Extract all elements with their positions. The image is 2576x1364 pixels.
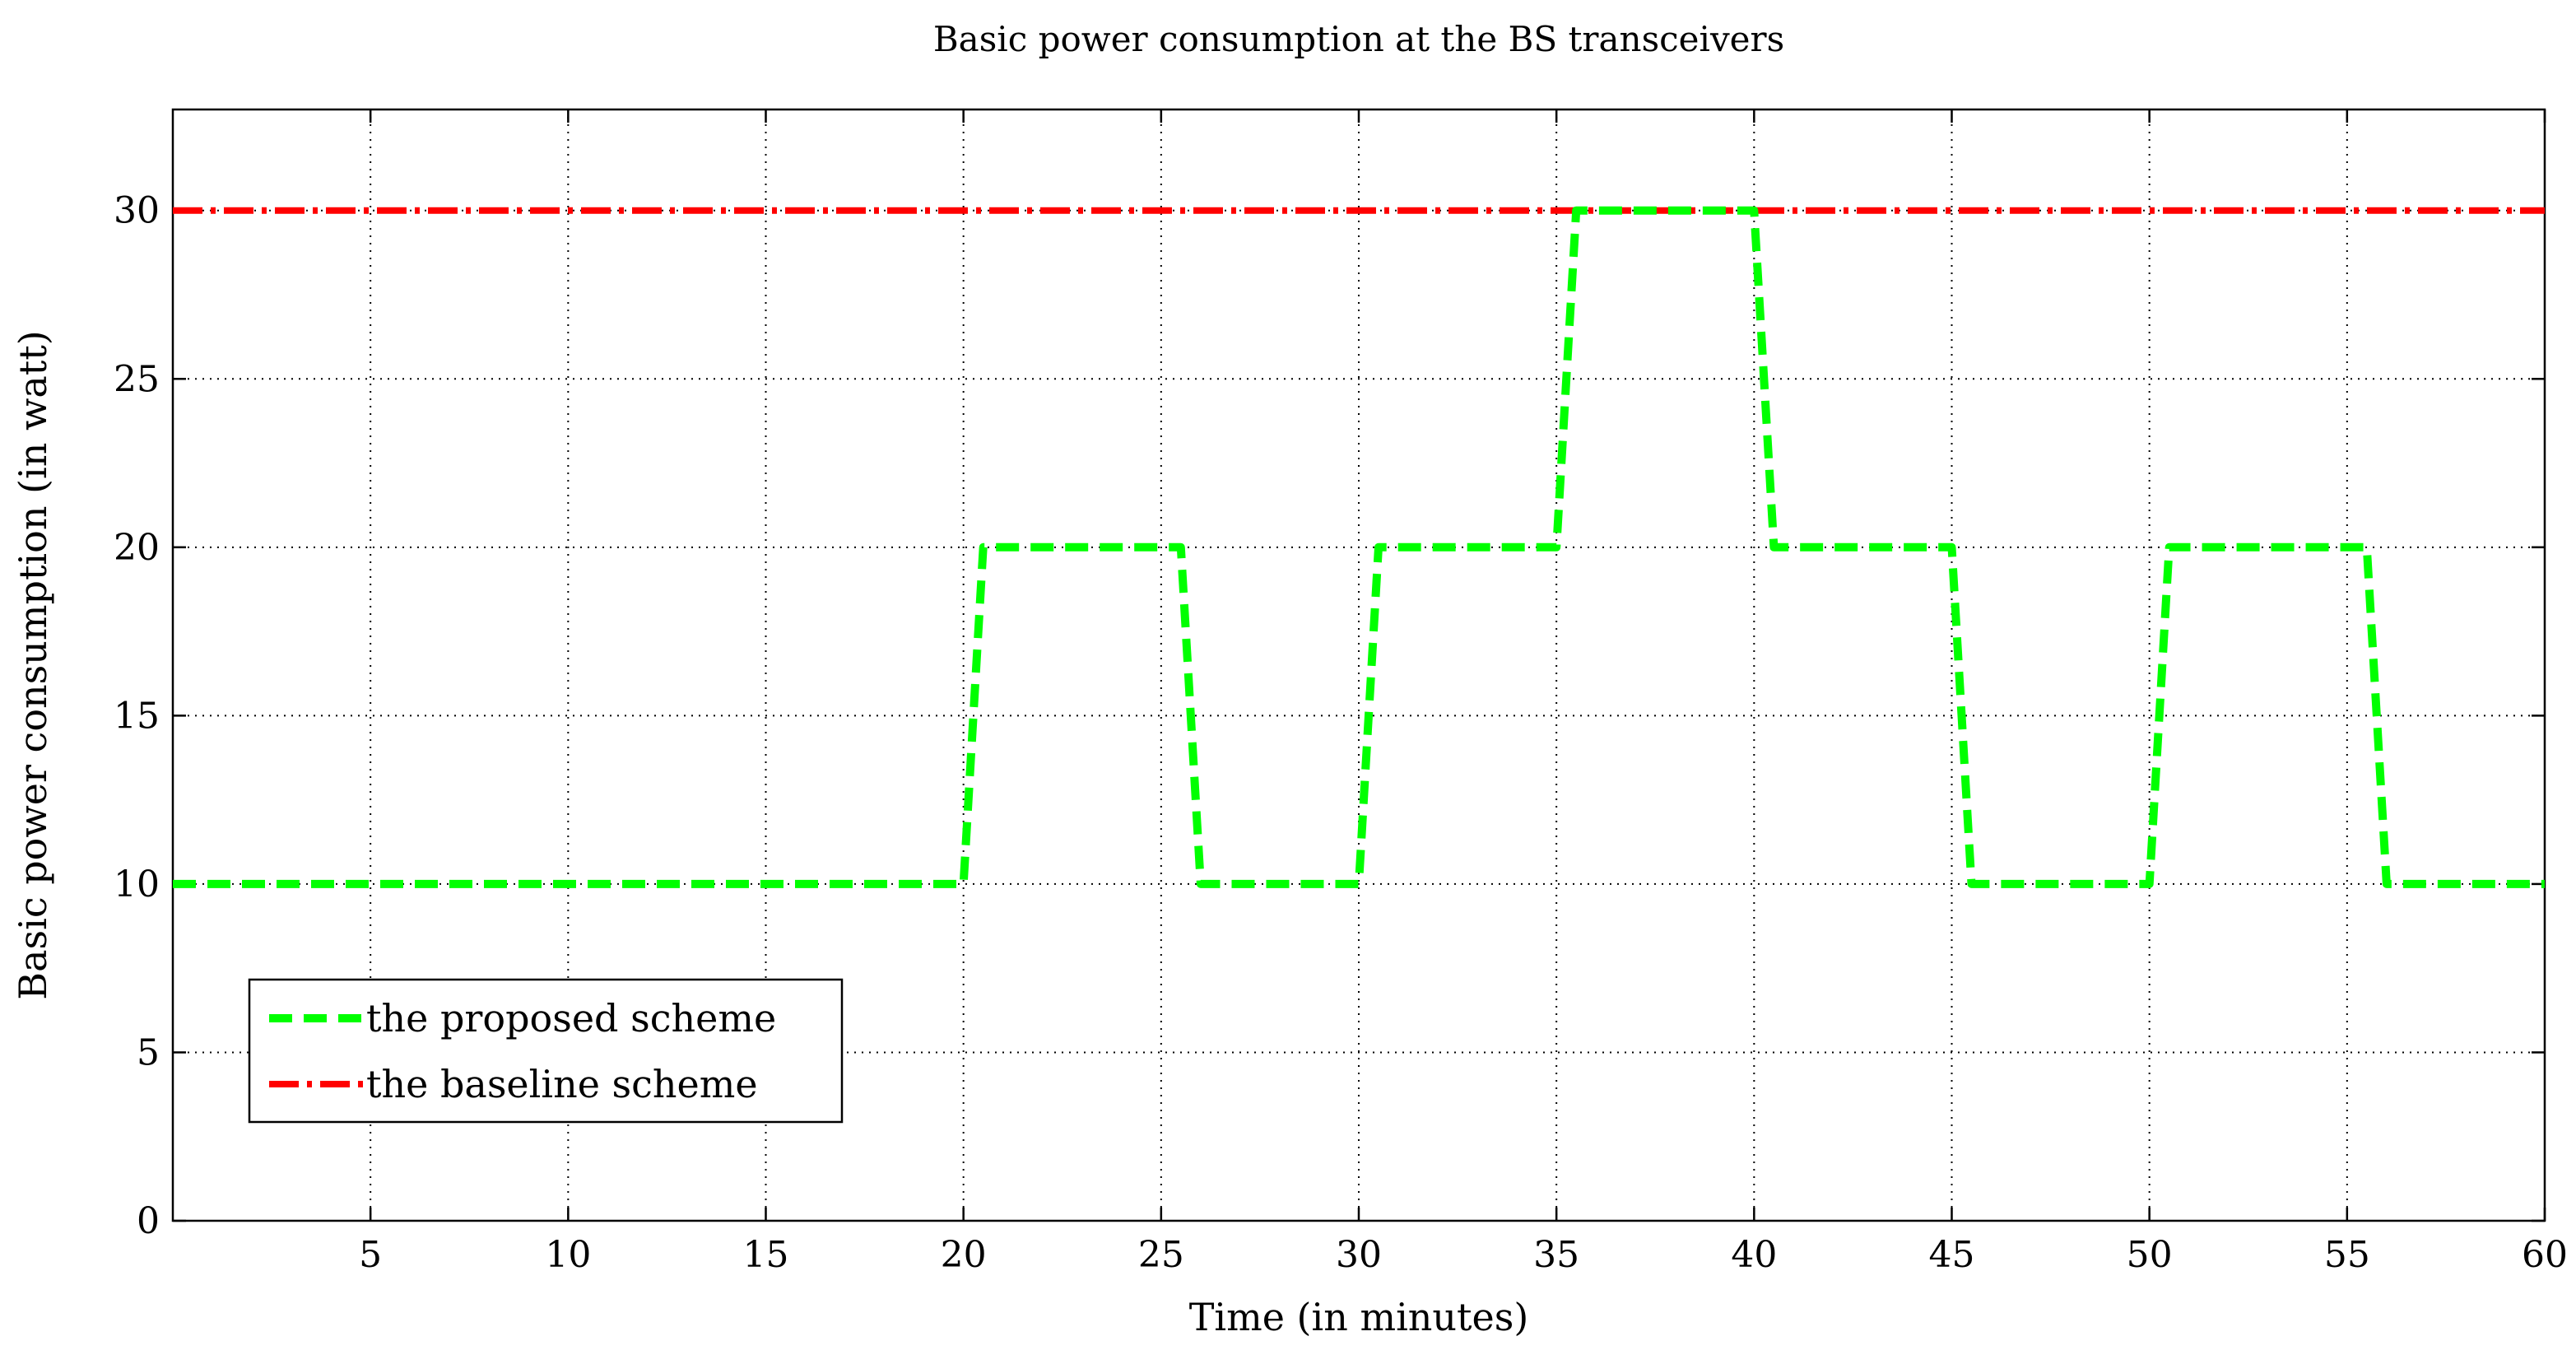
x-tick-label: 35 [1533, 1234, 1579, 1276]
chart-title: Basic power consumption at the BS transc… [933, 19, 1784, 59]
y-tick-label: 0 [137, 1200, 160, 1242]
x-tick-label: 40 [1731, 1234, 1777, 1276]
x-tick-label: 20 [941, 1234, 987, 1276]
data-series [173, 206, 2545, 888]
x-tick-label: 10 [545, 1234, 591, 1276]
x-tick-label: 50 [2127, 1234, 2173, 1276]
x-tick-label: 45 [1929, 1234, 1975, 1276]
x-tick-label: 5 [359, 1234, 382, 1276]
legend-label-baseline-scheme: the baseline scheme [366, 1062, 758, 1106]
x-axis-label: Time (in minutes) [1189, 1295, 1529, 1339]
legend-label-proposed-scheme: the proposed scheme [366, 996, 776, 1040]
y-tick-label: 30 [114, 190, 160, 232]
y-tick-label: 15 [114, 695, 160, 737]
series-line-proposed-scheme [173, 206, 2545, 888]
legend-box [248, 978, 844, 1124]
x-tick-label: 25 [1138, 1234, 1184, 1276]
legend: the proposed scheme the baseline scheme [248, 978, 844, 1124]
x-tick-label: 30 [1336, 1234, 1382, 1276]
x-tick-label: 15 [743, 1234, 789, 1276]
y-tick-label: 10 [114, 864, 160, 905]
y-tick-label: 5 [137, 1031, 160, 1073]
y-axis-label: Basic power consumption (in watt) [11, 330, 55, 999]
y-tick-label: 20 [114, 527, 160, 569]
y-tick-label: 25 [114, 358, 160, 400]
x-tick-label: 55 [2324, 1234, 2370, 1276]
x-tick-label: 60 [2522, 1234, 2568, 1276]
axis-ticks: 5 10 15 20 25 30 35 40 45 50 55 60 0 5 10 15 20 25 30 [114, 109, 2568, 1276]
